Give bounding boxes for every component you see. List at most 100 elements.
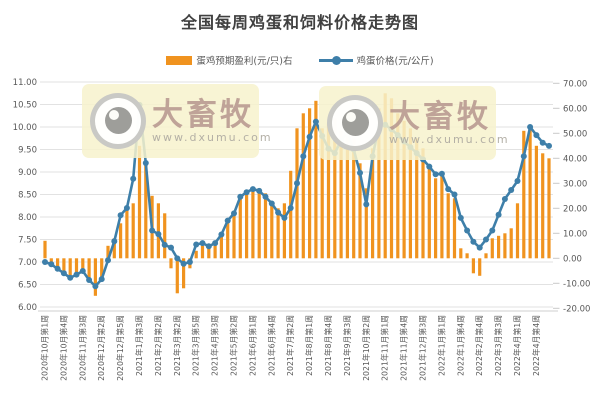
x-axis-labels: 2020年10月第1周 2020年10月第4周 2020年11月第3周 2020年12… [40, 315, 541, 381]
egg-price-marker [476, 244, 483, 251]
egg-price-marker [275, 209, 282, 216]
profit-bar [56, 258, 60, 269]
profit-bar [156, 203, 160, 259]
profit-bar [100, 258, 104, 279]
profit-bar [200, 245, 205, 259]
watermark-name: 大畜牧 [389, 98, 491, 135]
x-tick-label: 2020年10月第4周 [58, 315, 68, 381]
egg-price-marker [514, 178, 521, 184]
profit-bar [402, 120, 406, 259]
profit-bar [62, 258, 66, 274]
egg-price-marker [98, 276, 105, 283]
profit-bar [194, 250, 198, 259]
egg-price-marker [357, 169, 363, 176]
watermark-right: 大畜牧 www.dxumu.com [319, 86, 508, 160]
x-tick-label: 2022年1月第4周 [455, 315, 465, 376]
profit-bar [339, 130, 343, 259]
egg-price-marker [256, 187, 263, 194]
svg-text:8.50: 8.50 [18, 191, 37, 201]
egg-price-marker [520, 153, 527, 160]
egg-price-marker [281, 214, 288, 221]
egg-price-marker [294, 180, 300, 187]
profit-bar [87, 258, 91, 281]
egg-price-marker [432, 171, 439, 178]
egg-price-marker [111, 238, 118, 245]
egg-price-marker [501, 196, 508, 202]
egg-price-marker [300, 153, 307, 160]
profit-bar [163, 213, 167, 259]
profit-bar [295, 128, 299, 259]
egg-price-marker [451, 191, 458, 198]
egg-price-marker [527, 124, 534, 130]
egg-price-marker [495, 211, 502, 218]
profit-bar [389, 98, 394, 259]
svg-text:30.00: 30.00 [563, 179, 587, 189]
svg-text:70.00: 70.00 [563, 79, 587, 89]
egg-price-marker [445, 186, 452, 193]
egg-price-marker [205, 243, 212, 250]
profit-bar [238, 198, 242, 259]
line-dot-swatch-icon [318, 55, 353, 65]
svg-text:10.50: 10.50 [13, 101, 37, 111]
profit-bar [106, 245, 110, 259]
egg-price-marker [508, 187, 515, 193]
watermark-name: 大畜牧 [152, 96, 254, 133]
x-tick-label: 2021年8月第1周 [304, 315, 314, 376]
egg-price-marker [306, 133, 313, 140]
legend-item-egg-price[interactable]: 鸡蛋价格(元/公斤) [318, 53, 434, 67]
x-tick-label: 2021年2月第2周 [153, 315, 163, 376]
svg-text:40.00: 40.00 [563, 154, 587, 164]
egg-price-marker [363, 201, 370, 208]
profit-bar [131, 203, 135, 259]
legend-item-profit[interactable]: 蛋鸡预期盈利(元/只)右 [166, 53, 293, 67]
x-tick-label: 2021年3月第5周 [191, 315, 201, 376]
egg-price-marker [105, 257, 111, 264]
profit-bar [232, 213, 236, 259]
profit-bar [396, 113, 400, 259]
svg-text:7.00: 7.00 [18, 258, 37, 268]
right-axis-ticks [553, 82, 560, 309]
profit-bar [245, 190, 249, 259]
profit-bar [345, 133, 349, 259]
egg-price-marker [249, 186, 256, 193]
eye-logo-icon [327, 95, 383, 151]
x-tick-label: 2022年4月第1周 [512, 315, 522, 376]
legend-egg-price-label: 鸡蛋价格(元/公斤) [356, 56, 434, 67]
egg-price-marker [212, 240, 219, 247]
egg-price-marker [155, 231, 162, 238]
profit-bar [415, 138, 419, 259]
x-tick-label: 2022年1月第1周 [436, 315, 446, 376]
x-tick-label: 2020年10月第1周 [40, 315, 50, 381]
profit-bar [270, 203, 274, 259]
profit-bar [515, 203, 520, 259]
watermark-url: www.dxumu.com [389, 132, 510, 146]
egg-price-marker [92, 283, 99, 290]
egg-price-marker [287, 205, 294, 211]
egg-price-marker [60, 270, 67, 277]
egg-price-marker [186, 259, 193, 265]
svg-text:7.50: 7.50 [18, 236, 37, 246]
egg-price-marker [237, 193, 244, 200]
svg-text:50.00: 50.00 [563, 129, 587, 139]
egg-price-marker [470, 238, 477, 245]
profit-bar [440, 175, 444, 259]
egg-price-marker [483, 236, 489, 243]
svg-text:8.00: 8.00 [18, 213, 37, 223]
profit-bar [471, 258, 475, 274]
egg-price-marker [48, 261, 55, 268]
chart-title: 全国每周鸡蛋和饲料价格走势图 [180, 13, 419, 32]
egg-price-marker [130, 175, 137, 182]
right-axis-labels: -20.00 -10.00 0.00 10.00 20.00 30.00 40.00 50.0… [563, 79, 590, 314]
egg-price-marker [199, 240, 206, 247]
x-tick-label: 2021年11月第4周 [399, 315, 409, 381]
egg-price-marker [117, 212, 124, 219]
egg-price-marker [218, 231, 225, 238]
profit-bar [320, 128, 324, 259]
profit-bar [125, 208, 129, 259]
x-tick-label: 2022年2月第4周 [474, 315, 484, 376]
profit-bar [112, 238, 116, 259]
profit-bar [377, 108, 381, 259]
profit-bar [371, 148, 375, 259]
profit-bar [308, 108, 312, 259]
